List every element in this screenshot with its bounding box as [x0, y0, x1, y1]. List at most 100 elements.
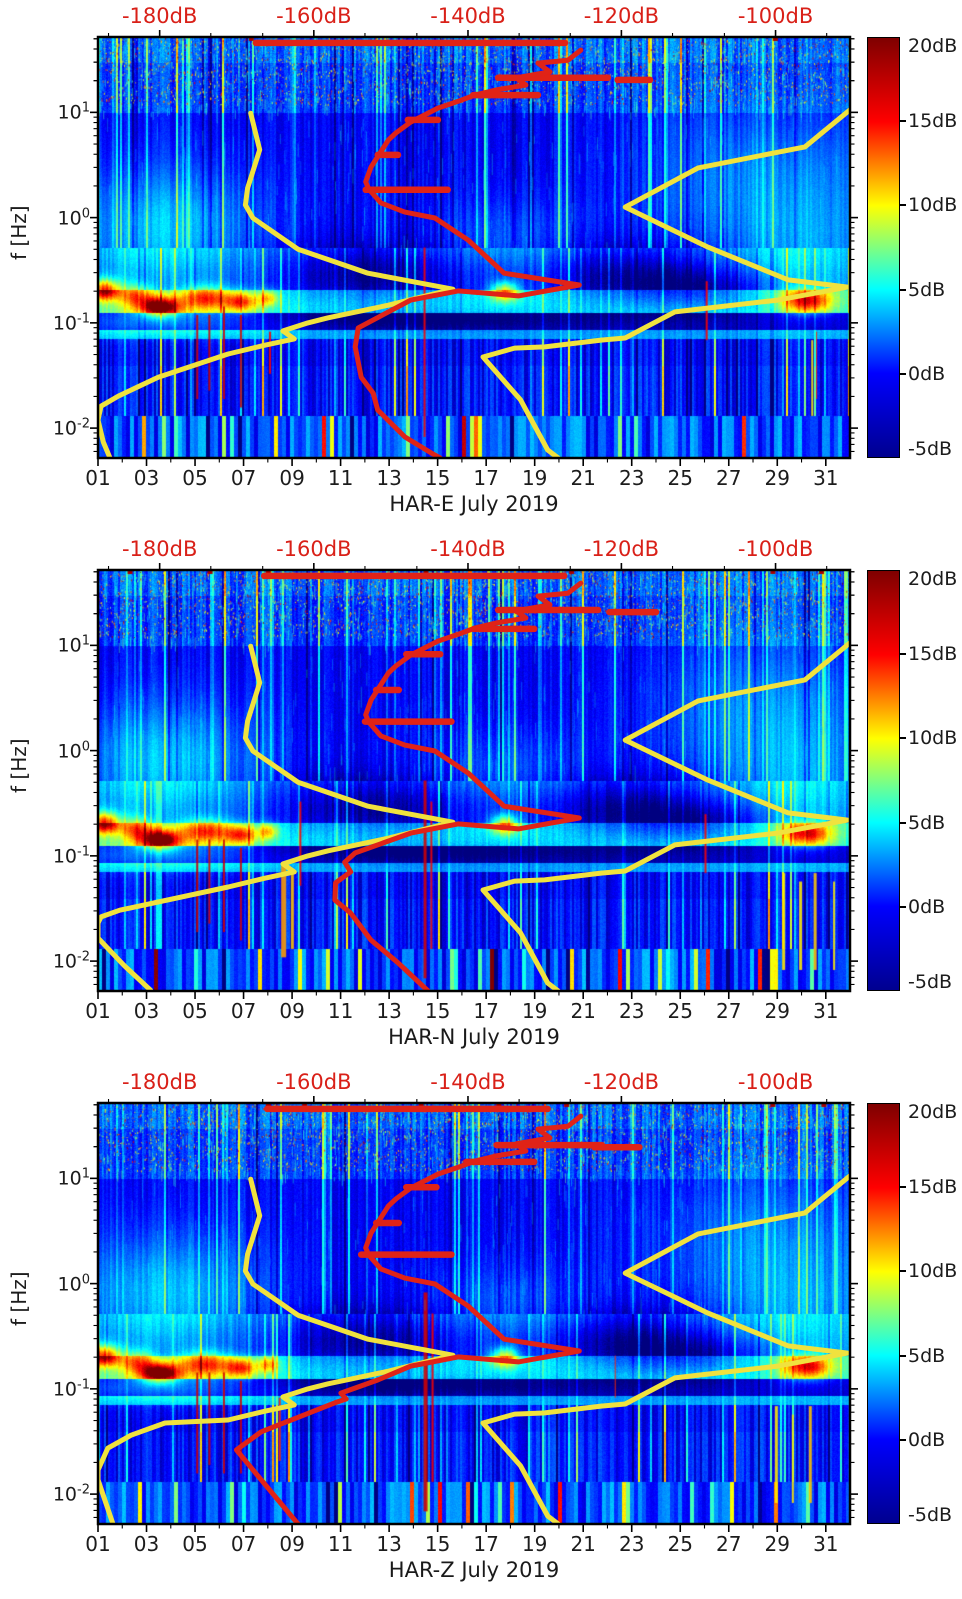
colorbar-tick-label: 20dB [908, 35, 958, 57]
colorbar [867, 1103, 900, 1524]
y-tick-base: 10 [57, 102, 82, 125]
x-tick-label: 13 [376, 466, 402, 490]
top-axis-db-label: -100dB [737, 537, 814, 561]
y-axis-label: f [Hz] [7, 738, 31, 793]
x-tick-label: 29 [764, 1532, 790, 1556]
median-psd-curve [233, 1113, 584, 1524]
x-tick-label: 07 [230, 466, 257, 490]
y-tick-exponent: -1 [77, 311, 90, 327]
median-psd-curve [352, 47, 584, 458]
x-tick-label: 21 [570, 1532, 596, 1556]
y-tick-base: 10 [57, 740, 82, 763]
panel-title: HAR-N July 2019 [388, 1025, 560, 1049]
x-tick-label: 19 [521, 1532, 548, 1556]
spectrogram-plot [90, 30, 858, 466]
y-tick-base: 10 [52, 845, 78, 868]
y-tick-base: 10 [57, 207, 82, 230]
colorbar-tick [900, 653, 906, 656]
colorbar-tick-label: -5dB [908, 971, 953, 993]
y-tick-exponent: 0 [81, 205, 90, 221]
x-tick-label: 09 [279, 999, 305, 1023]
colorbar-tick-label: 5dB [908, 278, 946, 301]
panel-har-e: f [Hz] HAR-E July 2019 -180dB -160dB -140d… [0, 0, 962, 533]
x-tick-label: 07 [230, 1532, 257, 1556]
x-tick-label: 17 [473, 466, 499, 490]
x-tick-label: 05 [182, 466, 208, 490]
y-tick-label: 100 [34, 739, 90, 762]
colorbar-tick-label: 5dB [908, 1344, 946, 1367]
x-tick-label: 11 [327, 1532, 354, 1556]
nlnm-curve [98, 1176, 456, 1524]
y-tick-base: 10 [57, 1168, 82, 1191]
y-tick-exponent: 1 [81, 633, 90, 649]
x-tick-label: 21 [570, 999, 596, 1023]
colorbar-tick-label: 10dB [908, 727, 958, 750]
colorbar-tick-label: 10dB [908, 194, 958, 217]
top-axis-db-label: -180dB [121, 1070, 198, 1094]
x-tick-label: 31 [813, 999, 839, 1023]
x-tick-label: 15 [424, 1532, 451, 1556]
top-axis-db-label: -140dB [430, 4, 506, 28]
colorbar-tick [900, 1186, 906, 1189]
colorbar-tick [900, 372, 906, 375]
panel-title: HAR-Z July 2019 [388, 1558, 560, 1582]
nhnm-curve [480, 1173, 850, 1524]
x-tick-label: 27 [716, 466, 742, 490]
colorbar-tick [900, 737, 906, 740]
x-tick-label: 03 [133, 466, 160, 490]
x-tick-label: 27 [716, 999, 742, 1023]
colorbar-tick [900, 905, 906, 908]
x-tick-label: 25 [667, 1532, 693, 1556]
colorbar-tick-label: -5dB [908, 1504, 953, 1526]
x-tick-label: 13 [376, 999, 402, 1023]
x-tick-label: 31 [813, 466, 839, 490]
x-tick-label: 23 [618, 999, 645, 1023]
colorbar-tick [900, 1438, 906, 1441]
y-tick-base: 10 [57, 1273, 82, 1296]
colorbar-tick-label: 5dB [908, 811, 946, 834]
y-tick-label: 101 [34, 1167, 90, 1190]
plot-border [96, 1101, 852, 1526]
y-tick-base: 10 [52, 417, 78, 440]
y-tick-label: 100 [34, 206, 90, 229]
x-tick-label: 09 [279, 466, 305, 490]
y-tick-label: 100 [34, 1272, 90, 1295]
x-tick-label: 15 [424, 466, 451, 490]
x-tick-label: 27 [716, 1532, 742, 1556]
x-tick-label: 05 [182, 1532, 208, 1556]
colorbar-tick [900, 1354, 906, 1357]
x-tick-label: 25 [667, 466, 693, 490]
y-tick-exponent: -2 [77, 949, 90, 965]
top-axis-db-label: -160dB [276, 1070, 352, 1094]
y-tick-label: 10-2 [34, 949, 90, 972]
colorbar-tick [900, 288, 906, 291]
colorbar-tick [900, 1270, 906, 1273]
x-tick-label: 17 [473, 1532, 499, 1556]
top-axis-db-label: -100dB [737, 1070, 814, 1094]
x-tick-label: 29 [764, 466, 790, 490]
panel-har-n: f [Hz] HAR-N July 2019 -180dB -160dB -140d… [0, 533, 962, 1066]
y-tick-base: 10 [52, 950, 78, 973]
y-tick-label: 101 [34, 634, 90, 657]
y-tick-label: 10-1 [34, 844, 90, 867]
y-tick-exponent: 1 [81, 100, 90, 116]
x-tick-label: 23 [618, 466, 645, 490]
top-axis-db-label: -120dB [583, 537, 660, 561]
top-axis-db-label: -180dB [121, 4, 198, 28]
top-axis-db-label: -120dB [583, 4, 660, 28]
x-tick-label: 01 [85, 1532, 111, 1556]
x-tick-label: 31 [813, 1532, 839, 1556]
top-axis-db-label: -140dB [430, 537, 506, 561]
colorbar-tick-label: 0dB [908, 1428, 946, 1451]
y-axis-label: f [Hz] [7, 1271, 31, 1326]
y-tick-exponent: 0 [81, 1271, 90, 1287]
top-axis-db-label: -140dB [430, 1070, 506, 1094]
x-tick-label: 29 [764, 999, 790, 1023]
x-tick-label: 09 [279, 1532, 305, 1556]
x-tick-label: 13 [376, 1532, 402, 1556]
x-tick-label: 11 [327, 999, 354, 1023]
x-tick-label: 03 [133, 999, 160, 1023]
top-axis-db-label: -120dB [583, 1070, 660, 1094]
plot-border [96, 35, 852, 460]
colorbar-tick [900, 120, 906, 123]
